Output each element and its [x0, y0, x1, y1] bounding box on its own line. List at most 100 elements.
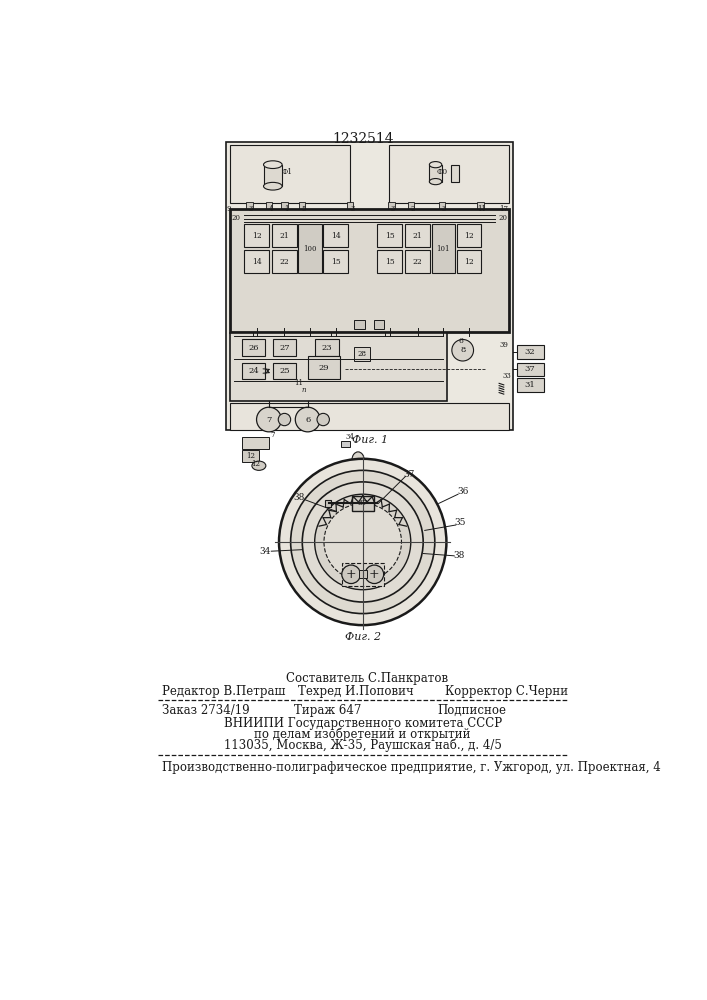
Bar — [354, 347, 370, 361]
Text: 22: 22 — [413, 258, 423, 266]
Text: 12: 12 — [464, 258, 474, 266]
Text: 11: 11 — [477, 205, 486, 213]
Bar — [451, 165, 459, 182]
Text: 37: 37 — [357, 499, 368, 507]
Circle shape — [452, 339, 474, 361]
Text: Подписное: Подписное — [437, 704, 506, 717]
Bar — [244, 250, 269, 273]
Bar — [242, 363, 265, 379]
Circle shape — [365, 565, 384, 584]
Ellipse shape — [352, 452, 364, 469]
Text: 3: 3 — [441, 205, 445, 213]
Text: Ф1: Ф1 — [281, 168, 292, 176]
Bar — [244, 224, 269, 247]
Circle shape — [324, 503, 402, 580]
Text: 25: 25 — [279, 367, 290, 375]
Text: 22: 22 — [279, 258, 289, 266]
Text: 14: 14 — [252, 258, 262, 266]
Text: 12: 12 — [464, 232, 474, 239]
Bar — [230, 333, 448, 401]
Text: 38: 38 — [293, 493, 305, 502]
Bar — [457, 250, 481, 273]
Text: n: n — [302, 385, 306, 393]
Text: +: + — [369, 568, 380, 581]
Bar — [347, 202, 354, 209]
Text: 38: 38 — [453, 551, 464, 560]
Text: 100: 100 — [303, 245, 317, 253]
Bar — [247, 202, 252, 209]
Bar — [273, 339, 296, 356]
Text: 20: 20 — [232, 214, 241, 222]
Circle shape — [317, 413, 329, 426]
Bar — [242, 339, 265, 356]
Bar — [517, 363, 544, 376]
Bar — [432, 224, 455, 273]
Text: +: + — [346, 568, 356, 581]
Bar — [266, 202, 272, 209]
Bar — [226, 142, 513, 430]
Text: ВНИИПИ Государственного комитета СССР: ВНИИПИ Государственного комитета СССР — [223, 717, 502, 730]
Bar — [378, 224, 402, 247]
Text: 8: 8 — [460, 346, 465, 354]
Ellipse shape — [264, 161, 282, 169]
Bar — [323, 250, 348, 273]
Text: 32: 32 — [525, 348, 535, 356]
Text: 15: 15 — [385, 258, 395, 266]
Bar — [405, 224, 430, 247]
Text: 37: 37 — [525, 365, 535, 373]
Bar — [352, 496, 373, 511]
Text: 24: 24 — [248, 367, 259, 375]
Bar — [429, 165, 442, 182]
Bar — [457, 224, 481, 247]
Bar — [272, 224, 297, 247]
Text: по делам изобретений и открытий: по делам изобретений и открытий — [255, 728, 471, 741]
Text: 113035, Москва, Ж-35, Раушская наб., д. 4/5: 113035, Москва, Ж-35, Раушская наб., д. … — [224, 738, 502, 752]
Circle shape — [279, 413, 291, 426]
Circle shape — [341, 565, 361, 584]
Bar — [281, 202, 288, 209]
Bar — [315, 339, 339, 356]
Text: 12: 12 — [251, 460, 260, 468]
Text: 6: 6 — [459, 337, 464, 345]
Text: Техред И.Попович: Техред И.Попович — [298, 685, 414, 698]
Text: 12: 12 — [246, 452, 255, 460]
Text: Составитель С.Панкратов: Составитель С.Панкратов — [286, 672, 448, 685]
Text: 101: 101 — [437, 245, 450, 253]
Text: 1232514: 1232514 — [332, 132, 394, 146]
Text: Редактор В.Петраш: Редактор В.Петраш — [162, 685, 286, 698]
Bar — [325, 500, 331, 507]
Text: 5: 5 — [302, 205, 306, 213]
Circle shape — [279, 459, 446, 625]
Text: Корректор С.Черни: Корректор С.Черни — [445, 685, 568, 698]
Text: Фиг. 1: Фиг. 1 — [351, 435, 387, 445]
Bar — [354, 320, 365, 329]
Bar — [349, 464, 355, 473]
Circle shape — [296, 407, 320, 432]
Text: 26: 26 — [248, 344, 259, 352]
Text: Фиг. 2: Фиг. 2 — [345, 632, 381, 642]
Text: 7: 7 — [267, 416, 271, 424]
Text: 17: 17 — [499, 205, 508, 213]
Text: Производственно-полиграфическое предприятие, г. Ужгород, ул. Проектная, 4: Производственно-полиграфическое предприя… — [162, 761, 661, 774]
Text: 3: 3 — [249, 205, 253, 213]
Bar — [389, 145, 509, 203]
Text: 14: 14 — [331, 232, 341, 239]
Text: 1: 1 — [284, 205, 289, 213]
Circle shape — [257, 407, 281, 432]
Text: 34: 34 — [346, 433, 355, 441]
Bar — [477, 202, 484, 209]
Bar — [408, 202, 414, 209]
Text: 15: 15 — [385, 232, 395, 239]
Ellipse shape — [264, 182, 282, 190]
Text: 6: 6 — [305, 416, 310, 424]
Bar — [242, 450, 259, 462]
Bar — [242, 437, 269, 449]
Bar — [438, 202, 445, 209]
Bar — [264, 165, 282, 186]
Text: 39: 39 — [499, 341, 508, 349]
Circle shape — [291, 470, 435, 614]
Bar — [272, 250, 297, 273]
Ellipse shape — [429, 179, 442, 185]
Bar — [405, 250, 430, 273]
Bar — [308, 356, 340, 379]
